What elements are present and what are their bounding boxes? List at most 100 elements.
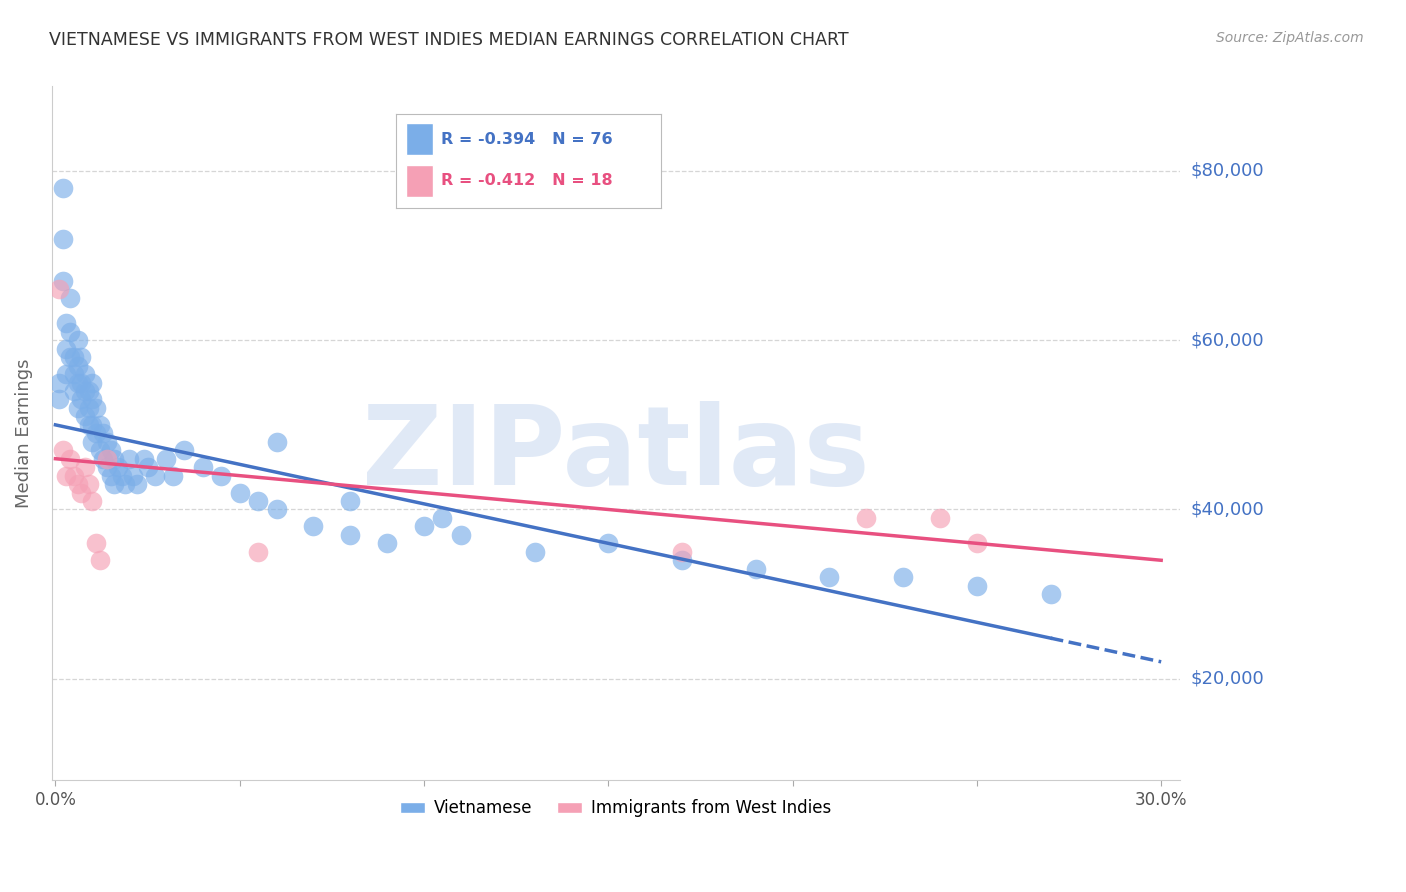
- Point: [52, 274, 75, 288]
- Point: [143, 468, 166, 483]
- Point: [155, 451, 177, 466]
- Point: [66, 333, 89, 347]
- Point: [66, 401, 89, 415]
- Text: ZIPatlas: ZIPatlas: [361, 401, 869, 508]
- Point: [66, 376, 89, 390]
- Point: [77, 417, 100, 432]
- Point: [82, 376, 104, 390]
- Point: [82, 417, 104, 432]
- Point: [55, 342, 77, 356]
- Point: [121, 468, 143, 483]
- Point: [59, 325, 82, 339]
- Point: [191, 460, 214, 475]
- Point: [82, 494, 104, 508]
- Point: [82, 392, 104, 407]
- Point: [103, 477, 125, 491]
- Point: [55, 316, 77, 330]
- Point: [209, 468, 232, 483]
- Point: [84, 426, 107, 441]
- Point: [671, 545, 693, 559]
- Point: [89, 553, 111, 567]
- Point: [266, 434, 288, 449]
- Point: [55, 468, 77, 483]
- Point: [70, 485, 93, 500]
- Point: [302, 519, 325, 533]
- Point: [413, 519, 436, 533]
- Point: [59, 350, 82, 364]
- Point: [450, 528, 472, 542]
- Point: [523, 545, 546, 559]
- Point: [82, 434, 104, 449]
- Point: [63, 468, 86, 483]
- Point: [132, 451, 155, 466]
- Point: [59, 291, 82, 305]
- Point: [70, 392, 93, 407]
- Point: [96, 434, 118, 449]
- Point: [52, 181, 75, 195]
- Point: [89, 443, 111, 458]
- Point: [247, 545, 270, 559]
- Text: $80,000: $80,000: [1191, 162, 1264, 180]
- Point: [100, 443, 122, 458]
- Point: [339, 494, 361, 508]
- Point: [70, 350, 93, 364]
- Text: $40,000: $40,000: [1191, 500, 1264, 518]
- Point: [818, 570, 841, 584]
- Point: [966, 536, 988, 550]
- Text: VIETNAMESE VS IMMIGRANTS FROM WEST INDIES MEDIAN EARNINGS CORRELATION CHART: VIETNAMESE VS IMMIGRANTS FROM WEST INDIE…: [49, 31, 849, 49]
- Point: [103, 451, 125, 466]
- Point: [55, 367, 77, 381]
- Point: [111, 468, 134, 483]
- Point: [96, 451, 118, 466]
- Point: [432, 511, 454, 525]
- Point: [73, 367, 96, 381]
- Y-axis label: Median Earnings: Median Earnings: [15, 359, 32, 508]
- Point: [66, 477, 89, 491]
- Legend: Vietnamese, Immigrants from West Indies: Vietnamese, Immigrants from West Indies: [394, 793, 838, 824]
- Point: [891, 570, 914, 584]
- Point: [93, 451, 115, 466]
- Point: [84, 536, 107, 550]
- Point: [266, 502, 288, 516]
- Text: $20,000: $20,000: [1191, 670, 1264, 688]
- Point: [66, 359, 89, 373]
- Point: [59, 451, 82, 466]
- Point: [247, 494, 270, 508]
- Point: [48, 376, 70, 390]
- Point: [114, 477, 136, 491]
- Point: [73, 409, 96, 424]
- Point: [375, 536, 398, 550]
- Point: [929, 511, 952, 525]
- Text: $60,000: $60,000: [1191, 331, 1264, 350]
- Point: [96, 460, 118, 475]
- Point: [70, 376, 93, 390]
- Point: [855, 511, 877, 525]
- Point: [100, 468, 122, 483]
- Point: [745, 562, 768, 576]
- Point: [1039, 587, 1062, 601]
- Point: [63, 350, 86, 364]
- Point: [77, 384, 100, 398]
- Point: [136, 460, 159, 475]
- Point: [339, 528, 361, 542]
- Point: [107, 460, 129, 475]
- Point: [125, 477, 148, 491]
- Point: [63, 367, 86, 381]
- Point: [52, 232, 75, 246]
- Point: [118, 451, 141, 466]
- Text: Source: ZipAtlas.com: Source: ZipAtlas.com: [1216, 31, 1364, 45]
- Point: [89, 417, 111, 432]
- Point: [671, 553, 693, 567]
- Point: [52, 443, 75, 458]
- Point: [48, 283, 70, 297]
- Point: [598, 536, 620, 550]
- Point: [162, 468, 184, 483]
- Point: [77, 401, 100, 415]
- Point: [77, 477, 100, 491]
- Point: [73, 460, 96, 475]
- Point: [84, 401, 107, 415]
- Point: [73, 384, 96, 398]
- Point: [48, 392, 70, 407]
- Point: [966, 579, 988, 593]
- Point: [93, 426, 115, 441]
